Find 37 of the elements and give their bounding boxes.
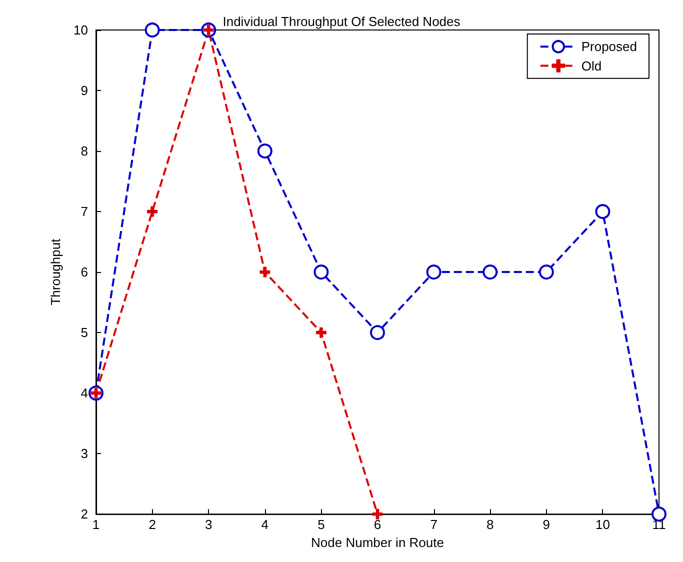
y-axis-title: Throughput xyxy=(48,238,63,306)
x-axis-title: Node Number in Route xyxy=(311,535,444,550)
x-tick-label: 8 xyxy=(486,517,494,532)
x-tick-label: 7 xyxy=(430,517,438,532)
point xyxy=(595,204,610,220)
point xyxy=(147,206,158,217)
point xyxy=(260,266,270,278)
legend-label: Proposed xyxy=(581,39,638,54)
point xyxy=(538,264,554,280)
point xyxy=(316,327,326,338)
x-tick-label: 1 xyxy=(92,517,100,532)
point xyxy=(482,264,498,280)
point xyxy=(652,506,666,522)
y-tick-label: 3 xyxy=(80,446,88,462)
y-tick-label: 2 xyxy=(80,506,88,522)
point xyxy=(426,264,442,280)
x-tick-label: 4 xyxy=(261,517,269,532)
y-tick-label: 6 xyxy=(80,264,88,280)
legend-label: Old xyxy=(581,58,602,74)
y-tick-label: 10 xyxy=(74,22,88,38)
y-tick-label: 9 xyxy=(80,83,88,98)
y-tick-label: 4 xyxy=(80,386,88,401)
x-tick-label: 5 xyxy=(318,517,325,532)
point xyxy=(144,22,160,38)
y-tick-label: 7 xyxy=(80,204,88,220)
x-tick-label: 10 xyxy=(595,517,610,532)
x-tick-label: 3 xyxy=(204,517,212,532)
chart-title: Individual Throughput Of Selected Nodes xyxy=(222,14,461,29)
point xyxy=(370,325,385,340)
x-tick-label: 6 xyxy=(374,517,382,532)
point xyxy=(314,264,329,280)
x-tick-label: 2 xyxy=(148,517,156,532)
point xyxy=(372,508,383,520)
x-tick-label: 9 xyxy=(542,517,550,532)
y-tick-label: 5 xyxy=(80,325,88,340)
point xyxy=(257,144,272,159)
y-tick-label: 8 xyxy=(80,144,88,159)
